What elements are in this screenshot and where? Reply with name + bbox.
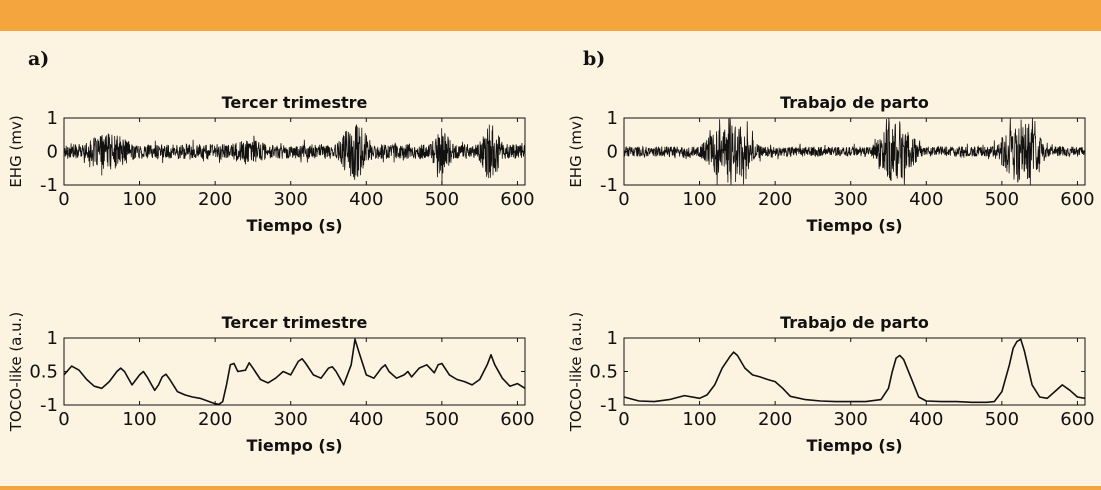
toco-b-ylabel: TOCO-like (a.u.) <box>567 312 585 433</box>
toco-a-xtick-label: 100 <box>122 409 156 430</box>
ehg-b-xtick-label: 100 <box>682 189 716 210</box>
toco-b-xtick-label: 400 <box>909 409 943 430</box>
toco-b-title: Trabajo de parto <box>780 313 929 332</box>
toco-a-axes-box <box>63 337 526 406</box>
toco-a-xtick-label: 600 <box>500 409 534 430</box>
ehg-b-xlabel: Tiempo (s) <box>806 216 902 235</box>
toco-a-ytick-label: 1 <box>47 328 58 349</box>
ehg-a-xtick-label: 0 <box>58 189 69 210</box>
toco-a-xtick-label: 300 <box>274 409 308 430</box>
toco-a-xtick-label: 200 <box>198 409 232 430</box>
ehg-b-xtick-label: 600 <box>1060 189 1094 210</box>
toco-a-title: Tercer trimestre <box>222 313 368 332</box>
ehg-a-title: Tercer trimestre <box>222 93 368 112</box>
ehg-a-series-line <box>63 124 526 186</box>
ehg-a-xlabel: Tiempo (s) <box>246 216 342 235</box>
toco-a-ytick-label: -1 <box>40 395 58 416</box>
toco-b-ytick-label: 1 <box>607 328 618 349</box>
ehg-b-xtick-label: 500 <box>985 189 1019 210</box>
ehg-b-title: Trabajo de parto <box>780 93 929 112</box>
ehg-b-ytick-label: 0 <box>607 142 618 163</box>
toco-a-series-line <box>63 338 526 406</box>
ehg-b-xtick-label: 200 <box>758 189 792 210</box>
toco-b-xtick-label: 200 <box>758 409 792 430</box>
ehg-a-ytick-label: -1 <box>40 175 58 196</box>
ehg-a-xtick-label: 300 <box>274 189 308 210</box>
toco-a-xtick-label: 0 <box>58 409 69 430</box>
toco-b-xtick-label: 300 <box>834 409 868 430</box>
toco-b-axes-box <box>623 337 1086 406</box>
toco-b-xtick-label: 500 <box>985 409 1019 430</box>
ehg-a-xtick-label: 200 <box>198 189 232 210</box>
footer-band <box>0 486 1101 490</box>
toco-a-ylabel: TOCO-like (a.u.) <box>7 312 25 433</box>
ehg-a-ytick-label: 0 <box>47 142 58 163</box>
ehg-b-xtick-label: 400 <box>909 189 943 210</box>
toco-b-xtick-label: 0 <box>618 409 629 430</box>
ehg-a-xtick-label: 500 <box>425 189 459 210</box>
ehg-b-xtick-label: 0 <box>618 189 629 210</box>
toco-b-ytick-label: -1 <box>600 395 618 416</box>
toco-a-xtick-label: 500 <box>425 409 459 430</box>
ehg-a-xtick-label: 600 <box>500 189 534 210</box>
ehg-a-xtick-label: 100 <box>122 189 156 210</box>
toco-b-xlabel: Tiempo (s) <box>806 436 902 455</box>
toco-b-xtick-label: 600 <box>1060 409 1094 430</box>
ehg-a-xtick-label: 400 <box>349 189 383 210</box>
ehg-b-ytick-label: 1 <box>607 108 618 129</box>
ehg-b-series-line <box>623 117 1086 186</box>
panel-label-a: a) <box>28 48 50 70</box>
ehg-a-ytick-label: 1 <box>47 108 58 129</box>
ehg-b-xtick-label: 300 <box>834 189 868 210</box>
toco-a-xtick-label: 400 <box>349 409 383 430</box>
toco-b-xtick-label: 100 <box>682 409 716 430</box>
ehg-b-ytick-label: -1 <box>600 175 618 196</box>
header-band <box>0 0 1101 31</box>
panel-label-b: b) <box>583 48 606 70</box>
toco-a-xlabel: Tiempo (s) <box>246 436 342 455</box>
toco-a-ytick-label: 0.5 <box>29 362 58 383</box>
toco-b-series-line <box>623 338 1086 404</box>
toco-b-ytick-label: 0.5 <box>589 362 618 383</box>
ehg-b-ylabel: EHG (mv) <box>567 115 585 187</box>
ehg-a-ylabel: EHG (mv) <box>7 115 25 187</box>
